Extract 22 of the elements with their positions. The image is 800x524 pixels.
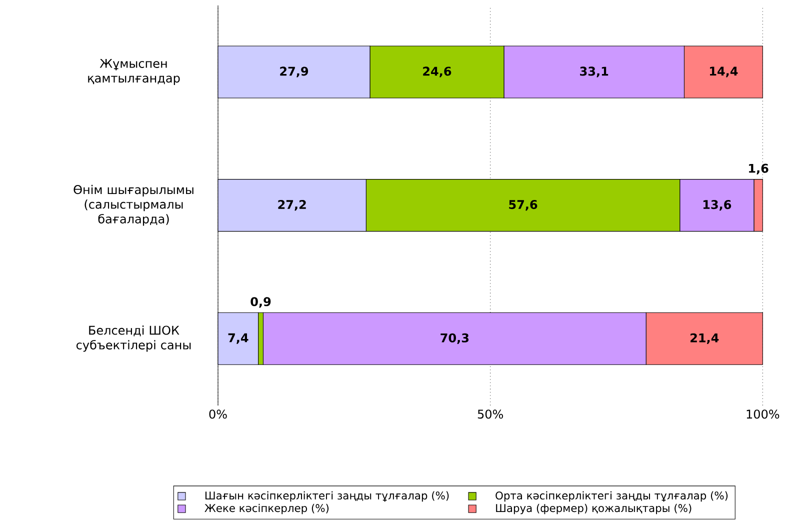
legend-label: Орта кәсіпкерліктегі заңды тұлғалар (%) [496,491,728,502]
x-tick-label: 0% [209,410,227,419]
data-label: 57,6 [509,200,538,211]
data-label: 27,9 [280,66,308,78]
data-label: 13,6 [703,200,732,211]
y-tick-label: Өнім шығарылымы (салыстырмалы бағаларда) [74,184,194,226]
data-label: 27,2 [278,200,306,211]
data-label: 21,4 [690,333,719,344]
data-label: 33,1 [580,66,608,78]
legend-label: Жеке кәсіпкерлер (%) [204,504,329,514]
data-label: 14,4 [710,66,738,78]
y-tick-label: Белсенді ШОК субъектілері саны [76,326,191,352]
data-label: 0,9 [250,297,271,308]
data-label: 1,6 [749,164,768,174]
legend-label: Шаруа (фермер) қожалықтары (%) [496,504,692,514]
data-label: 24,6 [423,66,452,78]
y-tick-label: Жұмыспен қамтылғандар [88,59,180,85]
data-label: 7,4 [228,333,248,344]
legend-label: Шағын кәсіпкерліктегі заңды тұлғалар (%) [205,491,449,502]
x-tick-label: 100% [746,410,780,419]
data-label: 70,3 [440,333,469,344]
x-tick-label: 50% [478,410,504,419]
